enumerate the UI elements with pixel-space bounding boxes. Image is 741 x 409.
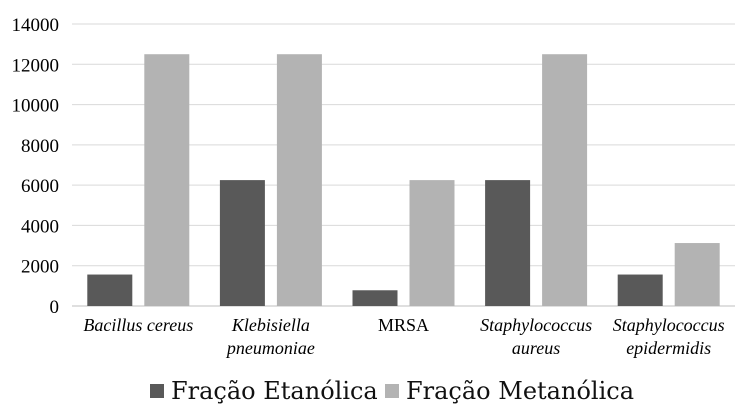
bar-metanolica-1 bbox=[276, 54, 322, 306]
x-tick-label: epidermidis bbox=[626, 338, 711, 358]
x-tick-label: Klebisiella bbox=[231, 315, 310, 335]
bars bbox=[87, 54, 720, 306]
x-tick-label: aureus bbox=[512, 338, 560, 358]
bar-etanolica-1 bbox=[219, 180, 265, 306]
bar-etanolica-2 bbox=[352, 290, 398, 306]
y-tick-label: 0 bbox=[50, 297, 60, 318]
bar-metanolica-4 bbox=[674, 243, 720, 306]
y-tick-label: 8000 bbox=[21, 136, 59, 157]
y-tick-label: 6000 bbox=[21, 176, 59, 197]
bar-metanolica-0 bbox=[144, 54, 190, 306]
legend-swatch bbox=[150, 384, 164, 398]
y-tick-label: 12000 bbox=[12, 55, 60, 76]
legend-label: Fração Etanólica bbox=[171, 377, 378, 405]
legend-label: Fração Metanólica bbox=[406, 377, 634, 405]
bar-metanolica-3 bbox=[542, 54, 588, 306]
legend: Fração Etanólica Fração Metanólica bbox=[150, 377, 634, 405]
bar-etanolica-4 bbox=[617, 274, 663, 306]
y-tick-label: 14000 bbox=[12, 15, 60, 36]
x-tick-label: MRSA bbox=[378, 315, 429, 335]
y-tick-label: 10000 bbox=[12, 96, 60, 117]
y-axis-ticks: 0 2000 4000 6000 8000 10000 12000 14000 bbox=[12, 15, 60, 318]
x-tick-label: Staphylococcus bbox=[480, 315, 592, 335]
x-tick-label: Staphylococcus bbox=[613, 315, 725, 335]
x-axis-ticks: Bacillus cereus Klebisiella pneumoniae MRSA… bbox=[83, 315, 724, 358]
x-tick-label: pneumoniae bbox=[225, 338, 315, 358]
y-tick-label: 2000 bbox=[21, 257, 59, 278]
bar-etanolica-3 bbox=[485, 180, 531, 306]
bar-etanolica-0 bbox=[87, 274, 133, 306]
legend-swatch bbox=[385, 384, 399, 398]
x-tick-label: Bacillus cereus bbox=[83, 315, 193, 335]
y-tick-label: 4000 bbox=[21, 216, 59, 237]
bar-metanolica-2 bbox=[409, 180, 455, 306]
